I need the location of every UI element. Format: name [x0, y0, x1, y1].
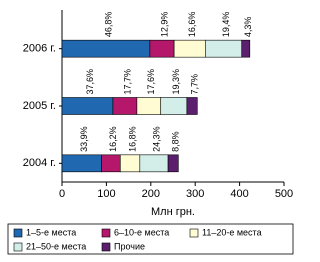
x-tick-label: 200	[142, 188, 160, 200]
legend-swatch	[101, 228, 111, 238]
legend-label: Прочие	[114, 241, 145, 251]
value-label: 46,8%	[103, 12, 113, 38]
legend-swatch	[13, 228, 23, 238]
x-tick-label: 300	[186, 188, 204, 200]
bar-segment	[205, 39, 243, 58]
chart: Млн грн. 0 100 200 300 400 500 2006 г. 46,8% 12,…	[7, 10, 294, 255]
bar-segment	[139, 154, 169, 173]
x-tick-label: 100	[97, 188, 115, 200]
bar-segment	[61, 39, 151, 58]
bar-segment	[160, 97, 188, 115]
value-label: 24,3%	[151, 126, 161, 152]
value-label: 33,9%	[79, 126, 89, 152]
value-label: 17,7%	[122, 69, 132, 95]
value-label: 16,8%	[127, 126, 137, 152]
bar-segment	[186, 97, 198, 115]
x-axis-label: Млн грн.	[151, 206, 195, 218]
y-tick-label: 2006 г.	[23, 43, 56, 55]
legend-swatch	[101, 242, 111, 252]
legend-swatch	[189, 228, 199, 238]
value-label: 19,4%	[221, 12, 231, 38]
bar-segment	[119, 154, 141, 173]
y-tick-label: 2004 г.	[23, 157, 56, 169]
value-label: 16,6%	[187, 12, 197, 38]
x-tick-label: 0	[59, 188, 65, 200]
bar-segment	[136, 97, 162, 115]
y-tick-label: 2005 г.	[23, 100, 56, 112]
legend-label: 11–20-е места	[202, 227, 262, 237]
legend-swatch	[13, 242, 23, 252]
value-label: 8,8%	[171, 131, 181, 152]
value-label: 12,9%	[159, 12, 169, 38]
bar-segment	[112, 97, 138, 115]
bar-segment	[241, 39, 251, 58]
value-label: 16,2%	[108, 126, 118, 152]
legend-label: 21–50-е места	[26, 241, 86, 251]
value-label: 19,3%	[171, 69, 181, 95]
bar-segment	[149, 39, 175, 58]
value-label: 7,7%	[189, 74, 199, 95]
legend-label: 6–10-е места	[114, 227, 169, 237]
legend-label: 1–5-е места	[26, 227, 76, 237]
bar-segment	[173, 39, 206, 58]
bar-segment	[61, 154, 102, 173]
x-tick-label: 500	[275, 188, 293, 200]
bar-segment	[167, 154, 179, 173]
value-label: 4,3%	[243, 17, 253, 38]
legend-box	[7, 223, 294, 255]
value-label: 17,6%	[146, 69, 156, 95]
x-tick-label: 400	[230, 188, 248, 200]
bar-segment	[61, 97, 114, 115]
bar-segment	[101, 154, 121, 173]
value-label: 37,6%	[85, 69, 95, 95]
